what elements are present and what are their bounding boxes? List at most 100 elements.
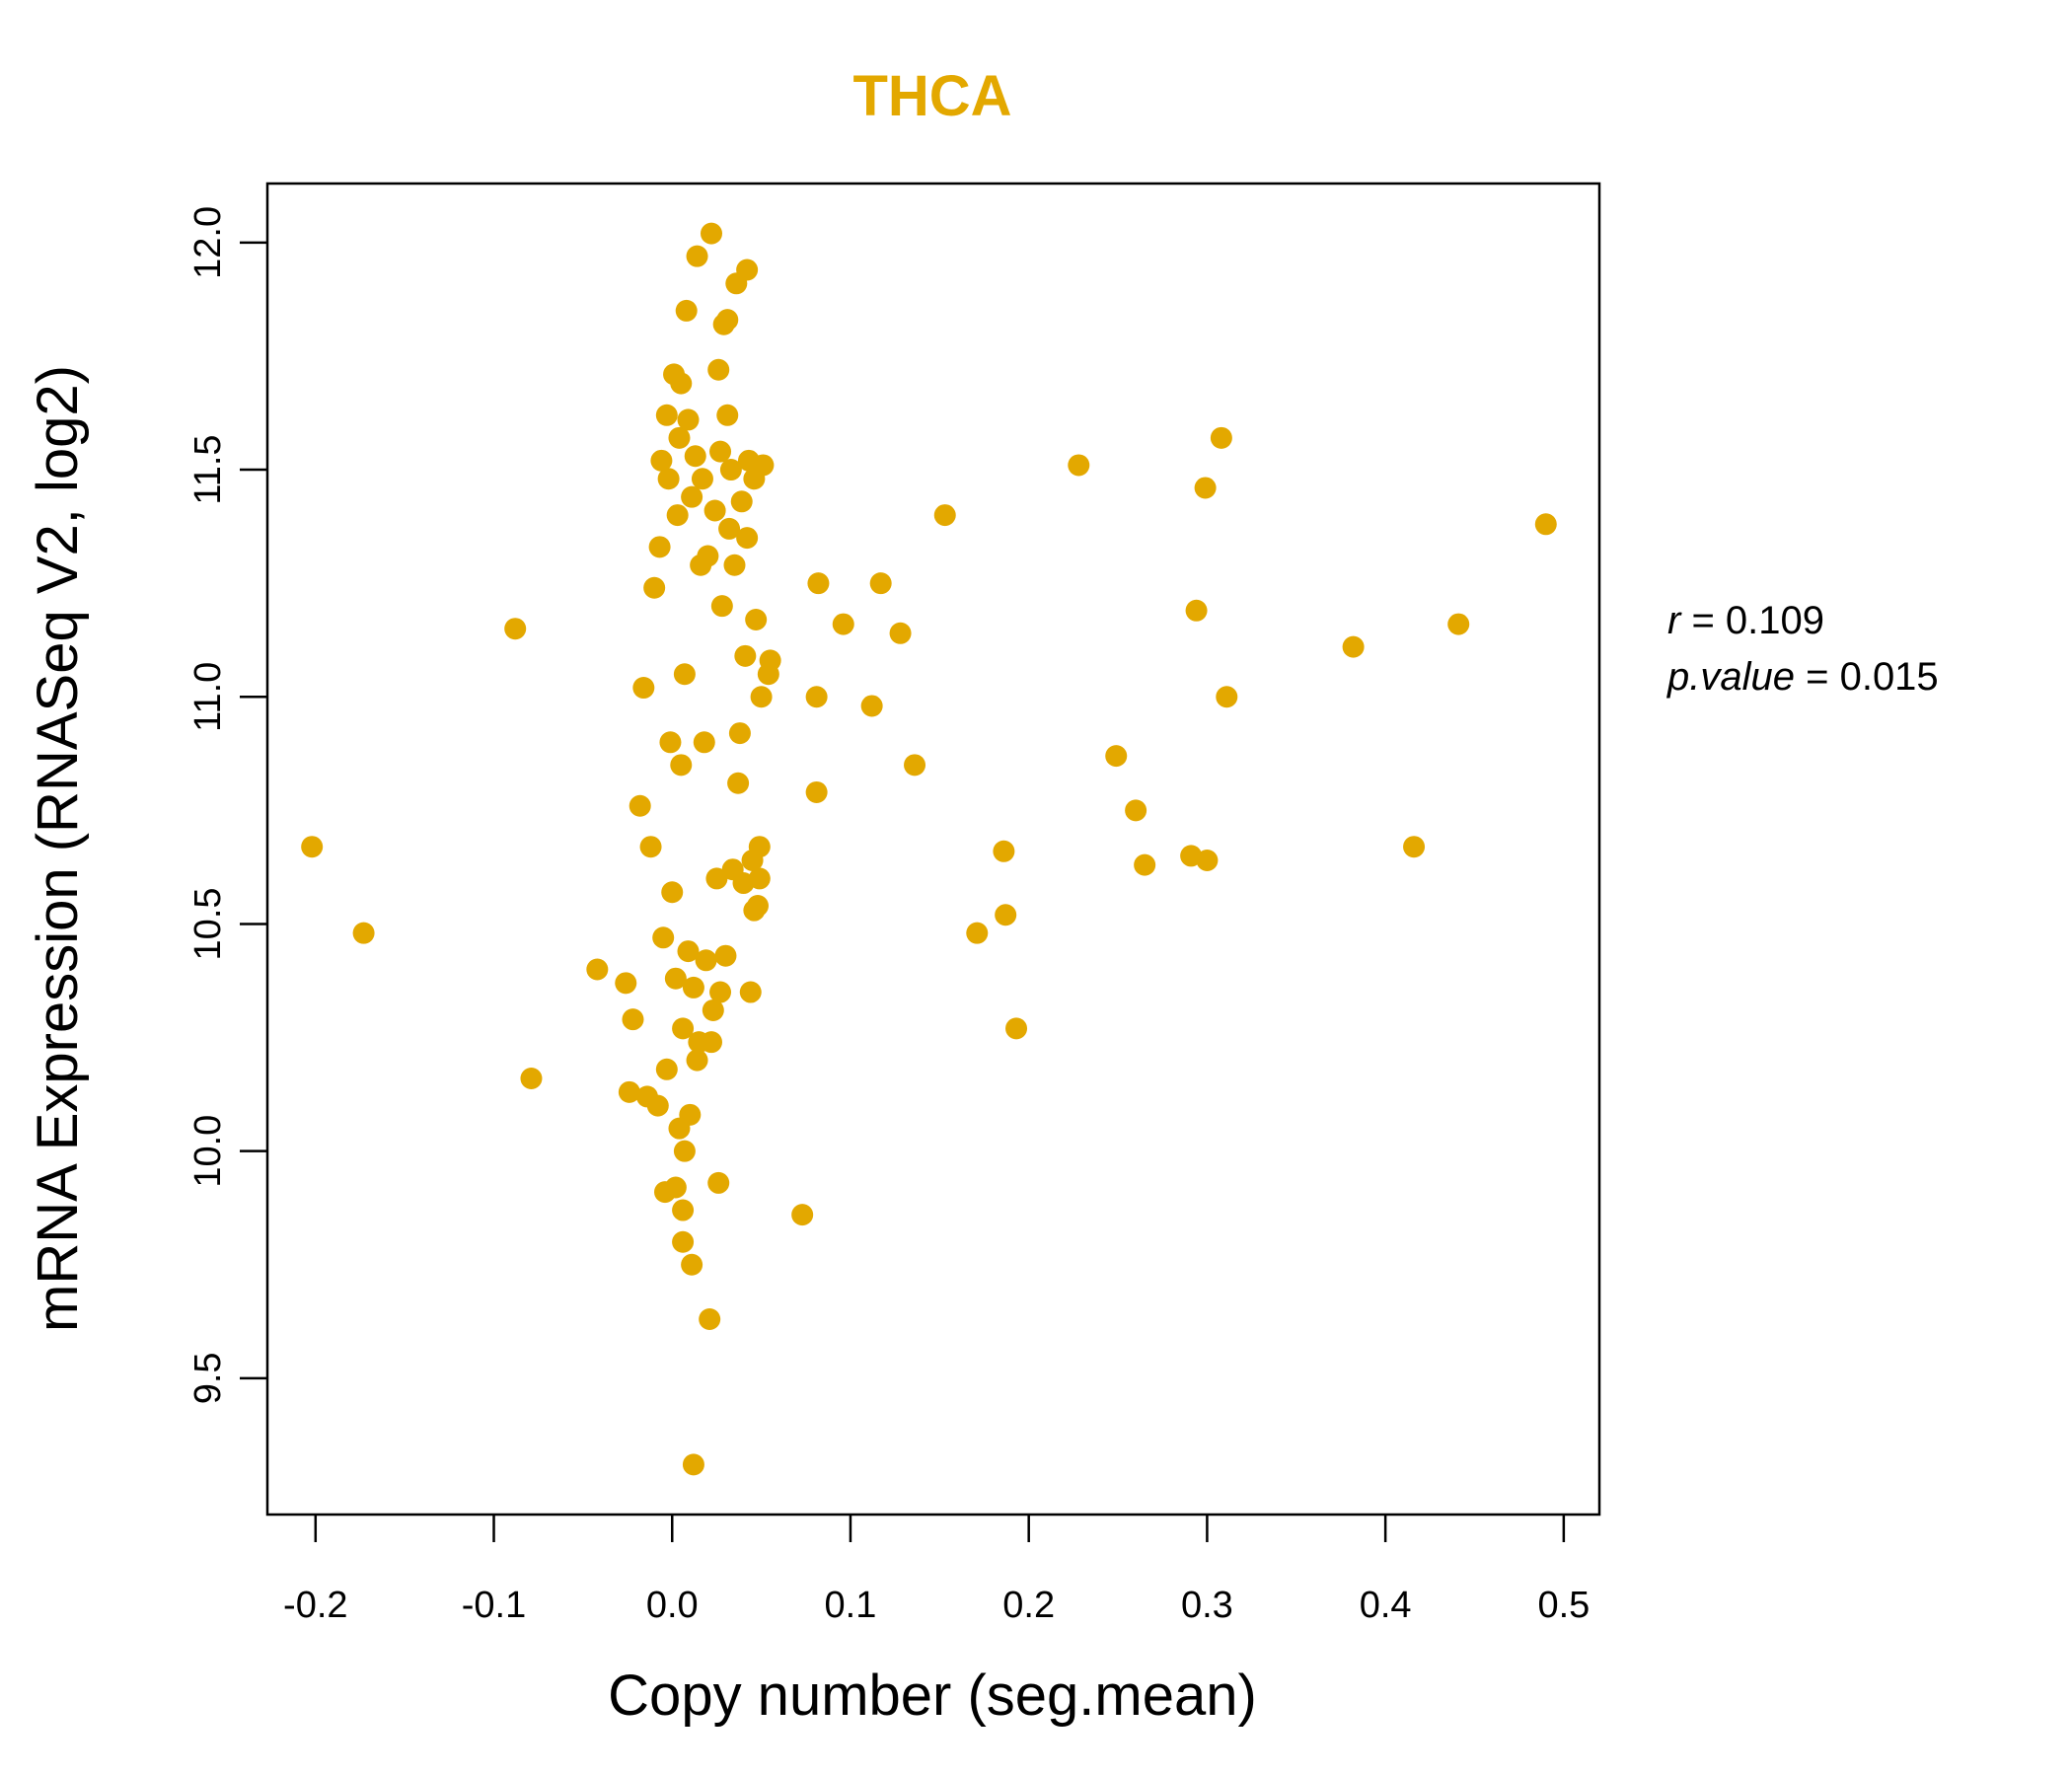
data-point <box>703 499 726 522</box>
data-point <box>682 976 704 999</box>
data-point <box>701 222 722 245</box>
r-value: 0.109 <box>1726 599 1824 642</box>
data-point <box>661 881 684 904</box>
data-point <box>750 686 773 708</box>
data-point <box>714 944 737 967</box>
data-point <box>672 1017 695 1040</box>
data-point <box>352 922 375 944</box>
p-value-label: p.value <box>1666 655 1795 699</box>
data-point <box>672 1230 695 1253</box>
data-point <box>748 867 771 890</box>
data-point <box>736 259 759 281</box>
x-tick-label: 0.3 <box>1181 1585 1233 1626</box>
data-point <box>670 754 693 777</box>
data-point <box>691 468 713 490</box>
data-point <box>681 1253 703 1276</box>
data-point <box>832 613 854 635</box>
data-point <box>301 836 324 858</box>
r-label: r <box>1667 599 1682 642</box>
data-point <box>1534 513 1557 536</box>
data-point <box>752 454 775 477</box>
data-point <box>673 663 696 686</box>
data-point <box>504 618 527 640</box>
data-point <box>707 358 730 381</box>
data-point <box>655 404 678 426</box>
plot-frame <box>265 182 1601 1517</box>
data-point <box>746 895 769 918</box>
data-point <box>727 772 750 794</box>
data-point <box>679 1103 702 1126</box>
x-tick-label: 0.5 <box>1537 1585 1590 1626</box>
data-point <box>686 1049 708 1072</box>
data-point <box>622 1008 644 1031</box>
data-point <box>702 999 724 1021</box>
data-point <box>723 554 746 576</box>
data-point <box>629 794 651 817</box>
x-tick-label: 0.4 <box>1360 1585 1412 1626</box>
data-point <box>1005 1017 1028 1040</box>
data-point <box>869 572 892 595</box>
data-point <box>684 445 706 468</box>
data-point <box>1194 477 1217 499</box>
data-point <box>664 967 687 990</box>
data-point <box>1185 599 1208 622</box>
data-point <box>1105 745 1128 768</box>
data-point <box>664 1176 687 1199</box>
data-point <box>697 545 719 567</box>
data-point <box>650 449 673 472</box>
data-point <box>648 536 671 558</box>
data-point <box>805 780 828 803</box>
data-point <box>716 309 739 332</box>
data-point <box>745 608 768 630</box>
data-point <box>719 459 742 481</box>
y-tick-label: 9.5 <box>187 1352 229 1404</box>
data-point <box>759 649 781 672</box>
data-point <box>748 836 771 858</box>
chart-title: THCA <box>852 64 1011 128</box>
data-point <box>670 372 693 395</box>
data-point <box>643 576 666 599</box>
y-tick-label: 10.0 <box>187 1115 229 1188</box>
y-tick-label: 10.5 <box>187 887 229 960</box>
data-point <box>1125 799 1147 822</box>
data-point <box>652 926 675 949</box>
data-point <box>693 731 715 754</box>
data-point <box>734 644 757 667</box>
x-tick-label: -0.2 <box>283 1585 347 1626</box>
data-point <box>520 1068 543 1090</box>
data-point <box>677 940 700 963</box>
data-point <box>1210 426 1232 449</box>
p-equals: = <box>1795 655 1840 699</box>
x-axis-label: Copy number (seg.mean) <box>608 1664 1257 1728</box>
data-point <box>1196 850 1219 872</box>
r-statistic: r = 0.109 <box>1667 599 1824 642</box>
data-point <box>618 1080 640 1103</box>
data-point <box>705 867 728 890</box>
data-point <box>673 1140 696 1162</box>
y-tick-label: 12.0 <box>187 206 229 279</box>
data-point <box>736 527 759 550</box>
y-axis-label: mRNA Expression (RNASeq V2, log2) <box>26 365 90 1332</box>
data-point <box>668 426 691 449</box>
data-point <box>666 504 689 527</box>
data-point <box>655 1058 678 1080</box>
data-point <box>860 695 883 717</box>
data-point <box>707 1171 730 1194</box>
data-point <box>904 754 926 777</box>
data-point <box>709 440 732 463</box>
p-value: 0.015 <box>1840 655 1939 699</box>
r-equals: = <box>1680 599 1726 642</box>
data-point <box>709 981 732 1003</box>
data-point <box>710 595 733 618</box>
data-point <box>807 572 830 595</box>
x-tick-label: 0.1 <box>825 1585 877 1626</box>
data-point <box>1134 853 1156 876</box>
data-point <box>730 490 753 513</box>
data-point <box>1216 686 1238 708</box>
data-point <box>657 468 680 490</box>
data-point <box>672 1199 695 1221</box>
data-point <box>889 622 912 644</box>
data-point <box>632 677 655 700</box>
data-point <box>791 1204 814 1226</box>
